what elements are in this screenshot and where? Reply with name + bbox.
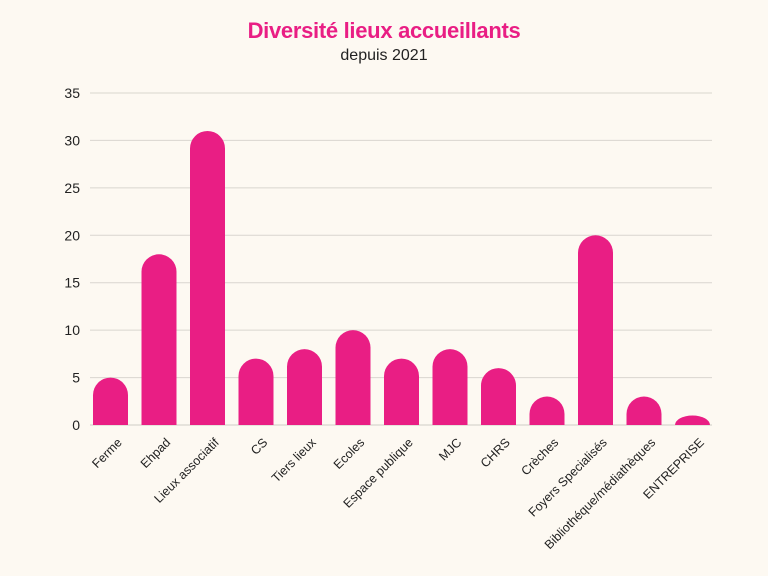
x-tick-label: Ecoles — [331, 435, 367, 471]
bar-ehpad — [141, 254, 177, 425]
y-tick-label: 35 — [64, 85, 80, 101]
y-tick-label: 25 — [64, 180, 80, 196]
y-tick-label: 10 — [64, 322, 80, 338]
bar-cs — [238, 358, 274, 425]
chart-title: Diversité lieux accueillants — [247, 18, 521, 43]
bar-lieux-associatif — [190, 130, 225, 425]
x-tick-label: CHRS — [478, 435, 513, 470]
bar-cr-ches — [529, 396, 565, 425]
y-tick-label: 20 — [64, 227, 80, 243]
x-tick-label: CS — [248, 435, 270, 457]
y-tick-label: 0 — [72, 417, 80, 433]
x-tick-label: Ehpad — [138, 435, 173, 470]
bar-foyers-specialis-s — [578, 235, 613, 425]
x-tick-label: MJC — [436, 435, 464, 463]
y-axis-ticks: 0 5 10 15 20 25 30 35 — [64, 85, 80, 433]
y-tick-label: 5 — [72, 370, 80, 386]
bar-ferme — [93, 377, 128, 425]
bar-espace-publique — [384, 358, 419, 425]
bar-mjc — [432, 349, 468, 425]
x-tick-label: Tiers lieux — [269, 435, 319, 485]
y-tick-label: 30 — [64, 132, 80, 148]
bar-ecoles — [335, 330, 371, 425]
bar-tiers-lieux — [287, 349, 322, 425]
bar-biblioth-que-m-diath-ques — [626, 396, 662, 425]
x-tick-label: Crèches — [519, 435, 562, 478]
chart-subtitle: depuis 2021 — [340, 47, 428, 64]
y-tick-label: 15 — [64, 275, 80, 291]
bar-chrs — [481, 368, 516, 425]
x-tick-label: Ferme — [89, 435, 124, 470]
bar-entreprise — [675, 415, 710, 425]
bars — [93, 130, 710, 425]
